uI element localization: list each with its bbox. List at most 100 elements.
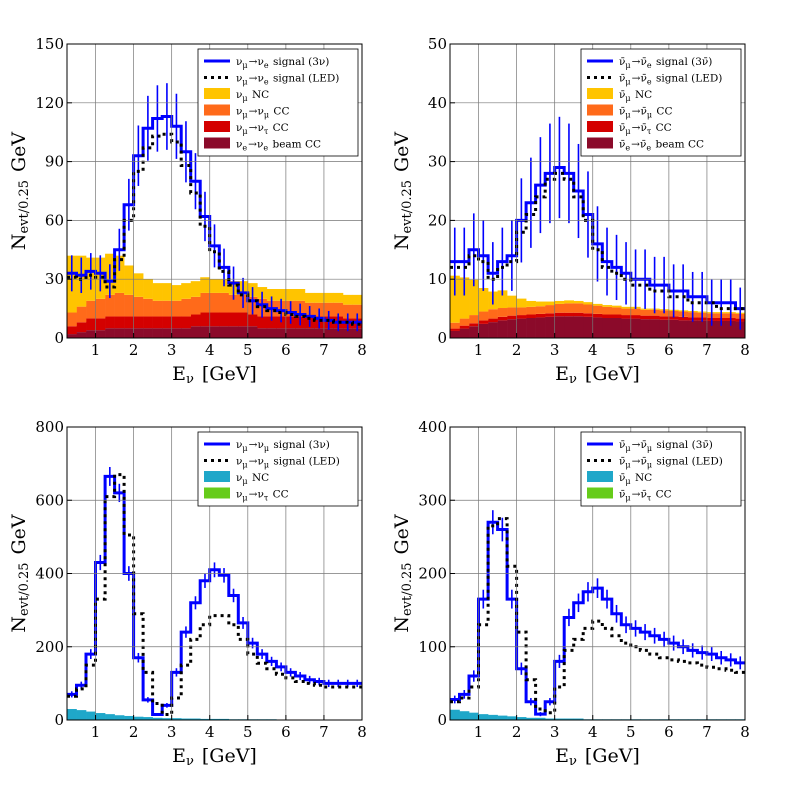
x-tick-label: 4: [205, 341, 215, 359]
stack-bar: [507, 716, 517, 720]
stack-bar: [86, 711, 96, 720]
stack-bar: [133, 328, 144, 338]
stack-bar: [554, 312, 565, 317]
stack-bar: [181, 316, 192, 329]
x-tick-label: 4: [588, 723, 598, 741]
stack-bar: [735, 321, 745, 338]
stack-bar: [276, 328, 287, 338]
stack-bar: [124, 328, 134, 338]
step-line-led: [450, 171, 745, 311]
stack-bar: [554, 316, 565, 338]
stack-bar: [659, 319, 670, 338]
stack-bar: [526, 318, 536, 338]
x-tick-label: 8: [357, 723, 367, 741]
stack-bar: [592, 317, 603, 338]
stack-bar: [67, 709, 77, 720]
stack-bar: [76, 332, 87, 338]
stack-bar: [526, 306, 536, 315]
stack-bar: [602, 306, 613, 315]
y-tick-label: 400: [418, 418, 447, 436]
x-tick-label: 5: [626, 723, 636, 741]
stack-bar: [304, 328, 315, 338]
stack-bar: [171, 718, 182, 720]
stack-bar: [611, 307, 622, 315]
stack-bar: [611, 318, 622, 338]
stack-bar: [649, 315, 660, 320]
stack-bar: [247, 314, 258, 327]
stack-bar: [630, 315, 641, 319]
stack-bar: [152, 316, 163, 329]
stack-bar: [621, 318, 632, 338]
stack-bar: [478, 320, 489, 324]
y-tick-label: 10: [428, 270, 447, 288]
y-tick-label: 0: [437, 329, 447, 347]
stack-bar: [450, 275, 460, 323]
x-tick-label: 5: [243, 723, 253, 741]
stack-bar: [86, 330, 96, 338]
legend-label: νμ →ντ CC: [236, 489, 289, 503]
stack-bar: [611, 314, 622, 319]
legend-label: ν̄μ →ν̄μ signal (LED): [619, 456, 723, 470]
stack-bar: [143, 328, 153, 338]
plot-frame: [449, 43, 746, 339]
stack-bar: [314, 292, 325, 303]
stack-bar: [497, 715, 508, 720]
stack-bar: [124, 715, 134, 720]
stack-bar: [219, 292, 230, 313]
stack-bar: [488, 309, 498, 319]
stack-bar: [659, 310, 670, 317]
stack-bar: [488, 318, 498, 323]
stack-bar: [323, 302, 334, 317]
stack-bar: [478, 714, 489, 720]
stack-bar: [124, 294, 134, 317]
stack-bar: [67, 312, 77, 327]
stack-bar: [86, 318, 96, 331]
legend-swatch: [204, 104, 230, 116]
legend-label: ν̄μ NC: [619, 89, 652, 103]
stack-bar: [266, 289, 277, 301]
x-tick-label: 2: [129, 723, 139, 741]
stack-bar: [535, 306, 546, 314]
stack-bar: [459, 318, 470, 326]
stack-bar: [602, 318, 613, 338]
stack-bar: [190, 281, 201, 297]
stack-bar: [697, 320, 708, 338]
stack-bar: [450, 330, 460, 338]
stack-bar: [649, 319, 660, 338]
x-axis-label: Eν [GeV]: [555, 363, 640, 387]
stack-bar: [295, 289, 306, 301]
stack-bar: [342, 304, 353, 319]
stack-bar: [285, 328, 296, 338]
plot-area: [67, 83, 362, 338]
stack-ν̄_e→ν̄_e beam CC: [450, 316, 745, 338]
x-tick-label: 7: [319, 341, 329, 359]
legend-swatch: [204, 471, 230, 482]
stack-bar: [162, 300, 172, 317]
stack-bar: [171, 328, 182, 338]
stack-bar: [105, 316, 115, 329]
plot-frame: [66, 43, 363, 339]
stack-bar: [257, 316, 268, 329]
x-axis-label: Eν [GeV]: [172, 363, 257, 387]
stack-bar: [507, 315, 517, 320]
stack-bar: [545, 313, 555, 317]
stack-bar: [478, 311, 489, 321]
legend-label: ν̄μ →ν̄τ CC: [619, 122, 672, 136]
stack-bar: [323, 292, 334, 303]
stack-bar: [526, 717, 536, 720]
stack-bar: [545, 305, 555, 314]
stack-bar: [469, 323, 479, 327]
legend-swatch: [587, 121, 613, 132]
stack-bar: [621, 308, 632, 316]
stack-bar: [209, 326, 220, 338]
x-tick-label: 4: [588, 341, 598, 359]
plot-area: [450, 116, 745, 338]
step-line-3nu: [67, 474, 362, 716]
stack-bar: [535, 717, 546, 720]
panel-top-right: 1 2 3 4 5 6 7 8 0 10 20 30 40 50 Eν [GeV] Nevt/0.25 GeV…: [391, 35, 750, 387]
legend-label: νμ →νμ signal (3ν): [236, 439, 330, 453]
stack-bar: [592, 305, 603, 314]
stack-bar: [114, 316, 125, 329]
stack-bar: [497, 320, 508, 338]
stack-bar: [333, 292, 344, 303]
